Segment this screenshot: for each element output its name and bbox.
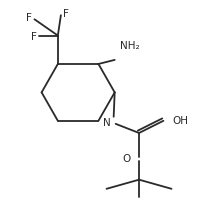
- Text: NH₂: NH₂: [120, 40, 139, 50]
- Text: OH: OH: [172, 115, 188, 125]
- Text: F: F: [63, 9, 69, 19]
- Text: F: F: [26, 13, 32, 23]
- Text: N: N: [103, 117, 110, 127]
- Text: O: O: [122, 154, 130, 164]
- Text: F: F: [30, 31, 36, 41]
